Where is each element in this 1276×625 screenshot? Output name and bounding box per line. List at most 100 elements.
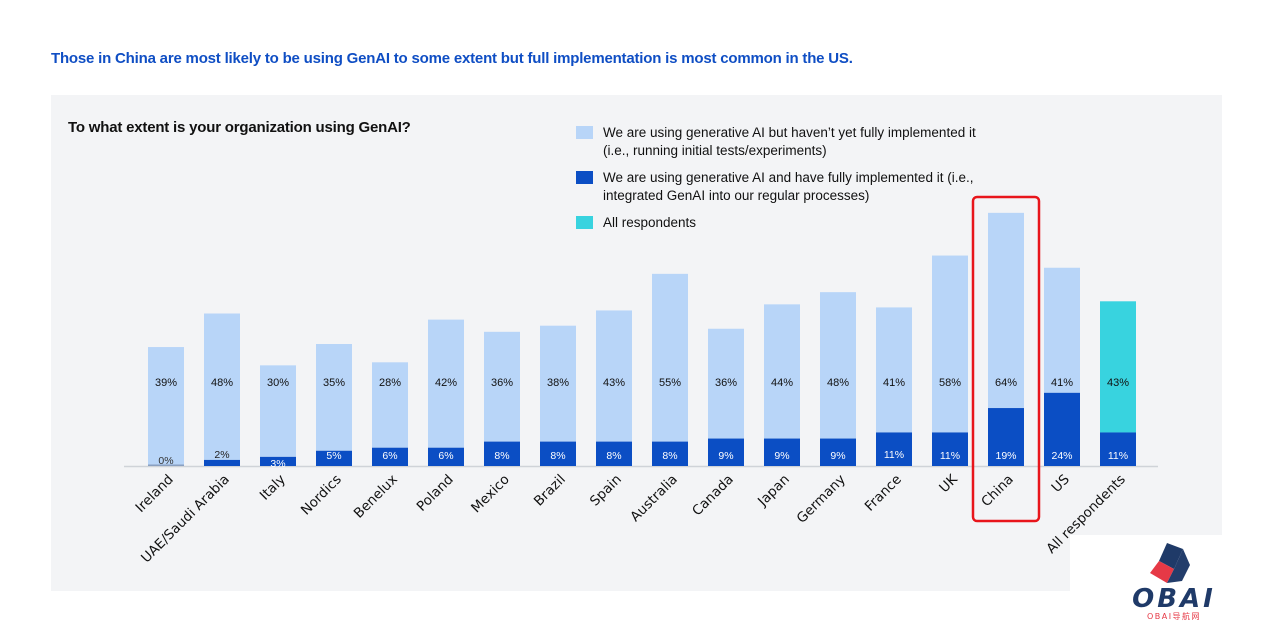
label-partial-9: 55% [659, 377, 681, 389]
bar-partial-12 [820, 292, 856, 439]
svg-text:OBAI: OBAI [1132, 584, 1216, 614]
label-full-7: 8% [550, 450, 565, 462]
label-partial-4: 28% [379, 377, 401, 389]
bar-full-8 [596, 441, 632, 466]
label-partial-11: 44% [771, 377, 793, 389]
bar-full-14 [932, 432, 968, 466]
bar-full-11 [764, 438, 800, 466]
legend-label-partial: We are using generative AI but haven’t y… [603, 125, 976, 158]
bar-partial-2 [260, 365, 296, 457]
bar-partial-3 [316, 344, 352, 451]
label-partial-5: 42% [435, 377, 457, 389]
bar-full-9 [652, 441, 688, 466]
label-partial-7: 38% [547, 377, 569, 389]
label-full-13: 11% [884, 449, 904, 461]
label-full-6: 8% [494, 450, 509, 462]
label-full-17: 11% [1108, 450, 1128, 462]
legend-label-full: We are using generative AI and have full… [603, 170, 974, 203]
bar-partial-5 [428, 319, 464, 448]
label-full-11: 9% [774, 450, 789, 462]
label-full-8: 8% [606, 450, 621, 462]
legend: We are using generative AI but haven’t y… [576, 124, 976, 241]
bar-partial-4 [372, 362, 408, 448]
legend-swatch-full [576, 171, 593, 184]
category-label-6: Mexico [468, 472, 513, 517]
category-label-13: France [862, 472, 905, 515]
legend-label-all: All respondents [603, 215, 697, 230]
bar-partial-8 [596, 310, 632, 442]
label-partial-13: 41% [883, 377, 905, 389]
label-full-4: 6% [382, 450, 397, 462]
label-partial-12: 48% [827, 377, 849, 389]
category-label-9: Australia [627, 472, 681, 526]
bar-full-7 [540, 441, 576, 466]
headline: Those in China are most likely to be usi… [51, 50, 853, 67]
bar-partial-6 [484, 331, 520, 442]
label-partial-15: 64% [995, 377, 1017, 389]
label-partial-17: 43% [1107, 377, 1129, 389]
label-partial-8: 43% [603, 377, 625, 389]
category-label-7: Brazil [531, 472, 569, 510]
bar-full-6 [484, 441, 520, 466]
bar-partial-9 [652, 273, 688, 442]
label-full-16: 24% [1051, 450, 1072, 462]
bar-full-13 [876, 432, 912, 466]
bar-full-0 [148, 464, 184, 466]
bar-partial-11 [764, 304, 800, 439]
chart-panel [51, 95, 1222, 591]
bar-partial-1 [204, 313, 240, 460]
bar-partial-14 [932, 255, 968, 433]
label-full-3: 5% [326, 450, 341, 462]
legend-item-full: We are using generative AI and have full… [576, 169, 976, 205]
category-label-5: Poland [414, 472, 457, 515]
bar-partial-17 [1100, 301, 1136, 433]
category-label-8: Spain [587, 472, 625, 510]
bar-full-17 [1100, 432, 1136, 466]
label-full-5: 6% [438, 450, 453, 462]
category-label-0: Ireland [132, 472, 176, 516]
legend-item-all: All respondents [576, 214, 976, 232]
legend-item-partial: We are using generative AI but haven’t y… [576, 124, 976, 160]
label-partial-3: 35% [323, 377, 345, 389]
label-full-2: 3% [270, 458, 285, 470]
category-label-2: Italy [257, 472, 289, 504]
label-partial-14: 58% [939, 377, 961, 389]
chart-title: To what extent is your organization usin… [68, 119, 411, 136]
category-label-11: Japan [754, 472, 793, 511]
label-full-10: 9% [718, 450, 733, 462]
category-label-16: US [1048, 472, 1072, 496]
bar-partial-10 [708, 328, 744, 439]
label-partial-2: 30% [267, 377, 289, 389]
cube-logo-icon: OBAI OBAI导航网 [1132, 543, 1216, 621]
label-partial-1: 48% [211, 377, 233, 389]
bar-partial-0 [148, 347, 184, 466]
bar-full-10 [708, 438, 744, 466]
label-full-0: 0% [158, 455, 173, 467]
svg-text:OBAI导航网: OBAI导航网 [1147, 611, 1201, 621]
bar-partial-7 [540, 325, 576, 442]
category-label-10: Canada [689, 472, 737, 520]
label-partial-6: 36% [491, 377, 513, 389]
category-label-12: Germany [794, 472, 849, 527]
label-partial-10: 36% [715, 377, 737, 389]
label-full-1: 2% [214, 449, 229, 461]
category-label-3: Nordics [298, 472, 345, 519]
watermark-logo: OBAI OBAI导航网 [1070, 535, 1276, 625]
bar-partial-16 [1044, 267, 1080, 393]
label-partial-0: 39% [155, 377, 177, 389]
bar-full-5 [428, 447, 464, 466]
label-full-12: 9% [830, 450, 845, 462]
bar-partial-13 [876, 307, 912, 433]
bar-full-16 [1044, 392, 1080, 466]
category-label-4: Benelux [351, 472, 401, 522]
bar-full-3 [316, 450, 352, 466]
label-partial-16: 41% [1051, 377, 1073, 389]
legend-swatch-partial [576, 126, 593, 139]
highlight-box [971, 195, 1041, 523]
label-full-14: 11% [940, 450, 960, 462]
bar-full-12 [820, 438, 856, 466]
label-full-9: 8% [662, 450, 677, 462]
category-label-14: UK [936, 471, 961, 496]
bar-full-15 [988, 408, 1024, 466]
